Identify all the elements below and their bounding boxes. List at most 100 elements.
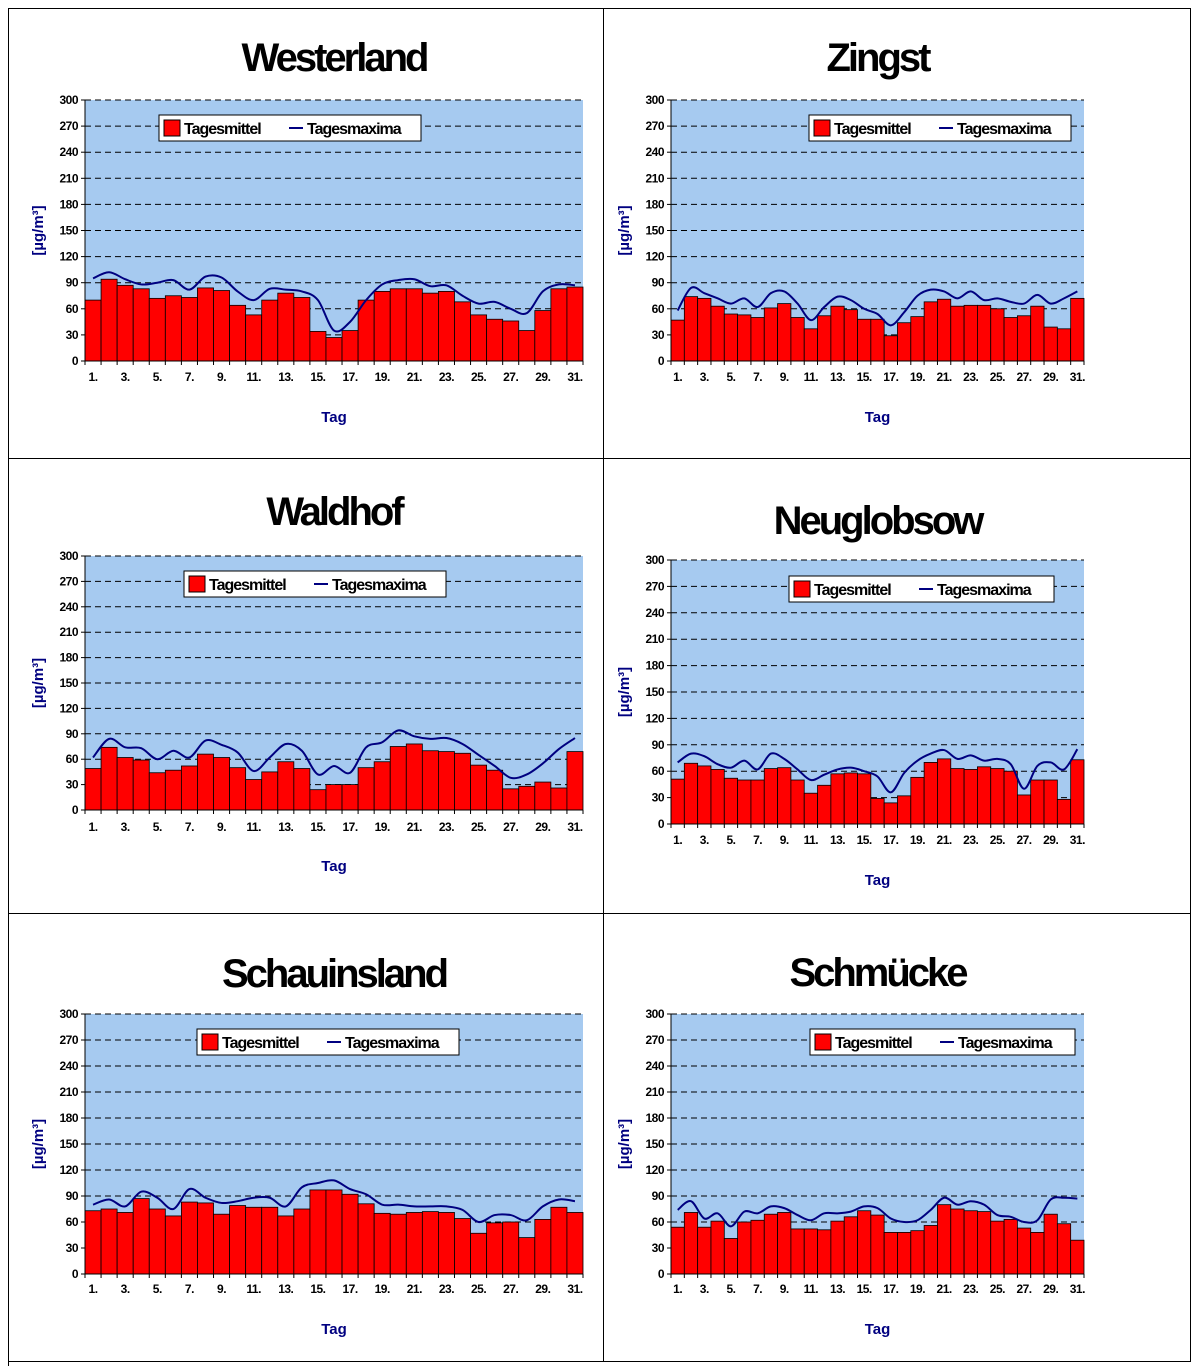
bar-tagesmittel	[454, 752, 471, 811]
x-tick-label: 25.	[990, 1282, 1005, 1296]
bar-tagesmittel	[857, 318, 872, 362]
bar-tagesmittel	[857, 1210, 872, 1275]
y-tick-label: 60	[652, 1215, 665, 1229]
x-tick-label: 9.	[780, 833, 789, 847]
bar-tagesmittel	[750, 1219, 765, 1275]
x-tick-label: 27.	[503, 1282, 518, 1296]
bar-tagesmittel	[534, 1219, 552, 1275]
chart-group: Schmücke 0 30 60 90 120 150 180 210 240 270 300 1. 3.…	[616, 951, 1086, 1338]
bar-tagesmittel	[870, 1214, 885, 1275]
bar-tagesmittel	[373, 761, 391, 811]
x-tick-label: 7.	[185, 820, 194, 834]
legend-swatch-tagesmittel	[813, 119, 831, 137]
bar-tagesmittel	[84, 768, 102, 811]
bar-tagesmittel	[277, 1215, 295, 1275]
y-tick-label: 120	[645, 1163, 664, 1177]
bar-tagesmittel	[470, 314, 488, 362]
y-tick-label: 270	[645, 579, 664, 593]
bar-tagesmittel	[486, 318, 504, 362]
y-tick-label: 120	[59, 701, 78, 715]
bar-tagesmittel	[1056, 1223, 1072, 1275]
x-tick-label: 21.	[407, 370, 422, 384]
x-tick-label: 25.	[471, 820, 486, 834]
legend: Tagesmittel Tagesmaxima	[788, 575, 1055, 603]
x-tick-label: 5.	[726, 1282, 735, 1296]
x-tick-label: 7.	[753, 370, 762, 384]
x-tick-label: 9.	[217, 820, 226, 834]
x-axis-title: Tag	[865, 409, 891, 426]
bar-tagesmittel	[293, 768, 311, 811]
x-tick-label: 5.	[153, 1282, 162, 1296]
bar-tagesmittel	[502, 1221, 520, 1275]
x-tick-label: 15.	[857, 370, 872, 384]
bar-tagesmittel	[84, 1210, 102, 1275]
x-axis-title: Tag	[321, 1321, 347, 1338]
bar-tagesmittel	[1056, 328, 1072, 362]
x-tick-label: 13.	[278, 370, 293, 384]
y-tick-label: 90	[66, 1189, 79, 1203]
x-tick-label: 21.	[937, 370, 952, 384]
bar-tagesmittel	[977, 766, 992, 825]
legend: Tagesmittel Tagesmaxima	[158, 114, 422, 142]
x-tick-label: 7.	[753, 833, 762, 847]
bar-tagesmittel	[132, 1198, 150, 1275]
x-tick-label: 23.	[439, 370, 454, 384]
y-tick-label: 60	[652, 302, 665, 316]
bar-tagesmittel	[910, 316, 925, 362]
y-axis-title: [µg/m³]	[616, 1119, 633, 1169]
bar-tagesmittel	[566, 286, 584, 362]
y-tick-label: 150	[645, 224, 664, 238]
bar-tagesmittel	[261, 299, 279, 362]
legend-label-tagesmaxima: Tagesmaxima	[937, 582, 1032, 599]
x-tick-label: 5.	[153, 370, 162, 384]
bar-tagesmittel	[763, 1213, 778, 1275]
x-tick-label: 5.	[726, 370, 735, 384]
y-tick-label: 0	[658, 817, 665, 831]
y-tick-label: 240	[645, 606, 664, 620]
bar-tagesmittel	[843, 309, 858, 362]
bar-tagesmittel	[357, 1203, 375, 1275]
bar-tagesmittel	[132, 759, 150, 811]
legend: Tagesmittel Tagesmaxima	[183, 570, 447, 598]
x-tick-label: 17.	[342, 370, 357, 384]
bar-tagesmittel	[180, 1201, 198, 1275]
y-tick-label: 150	[645, 685, 664, 699]
bar-tagesmittel	[566, 1212, 584, 1275]
bar-tagesmittel	[790, 1228, 805, 1275]
bar-tagesmittel	[341, 1193, 359, 1275]
x-axis-title: Tag	[321, 858, 347, 875]
x-tick-label: 31.	[567, 1282, 582, 1296]
legend-label-tagesmaxima: Tagesmaxima	[958, 1035, 1053, 1052]
bar-tagesmittel	[1030, 779, 1045, 825]
bar-tagesmittel	[817, 1229, 832, 1275]
y-tick-label: 0	[658, 354, 665, 368]
bar-tagesmittel	[923, 301, 938, 362]
bar-tagesmittel	[180, 297, 198, 362]
bar-tagesmittel	[777, 303, 792, 362]
bar-tagesmittel	[309, 331, 327, 362]
legend-swatch-tagesmittel	[814, 1033, 832, 1051]
x-tick-label: 25.	[990, 833, 1005, 847]
y-tick-label: 120	[59, 1163, 78, 1177]
bar-tagesmittel	[683, 762, 699, 825]
bar-tagesmittel	[454, 301, 471, 362]
x-tick-label: 19.	[910, 833, 925, 847]
bar-tagesmittel	[777, 767, 792, 825]
bar-tagesmittel	[277, 761, 295, 811]
x-tick-label: 23.	[963, 370, 978, 384]
x-tick-label: 27.	[1016, 1282, 1031, 1296]
bar-tagesmittel	[148, 772, 166, 811]
chart-title: Schmücke	[789, 951, 967, 995]
y-tick-label: 0	[72, 1267, 79, 1281]
bar-tagesmittel	[389, 1213, 407, 1275]
bar-tagesmittel	[486, 1222, 504, 1275]
bar-tagesmittel	[963, 1210, 978, 1275]
bar-tagesmittel	[830, 305, 845, 362]
bar-tagesmittel	[950, 768, 965, 825]
x-tick-label: 27.	[1016, 370, 1031, 384]
bar-tagesmittel	[750, 779, 765, 825]
y-tick-label: 90	[652, 738, 665, 752]
x-tick-label: 11.	[804, 370, 819, 384]
chart-svg: Waldhof 0 30 60 90 120 150 180 210 240 270 300 1. 3. 5…	[30, 490, 584, 875]
x-tick-label: 3.	[700, 833, 709, 847]
